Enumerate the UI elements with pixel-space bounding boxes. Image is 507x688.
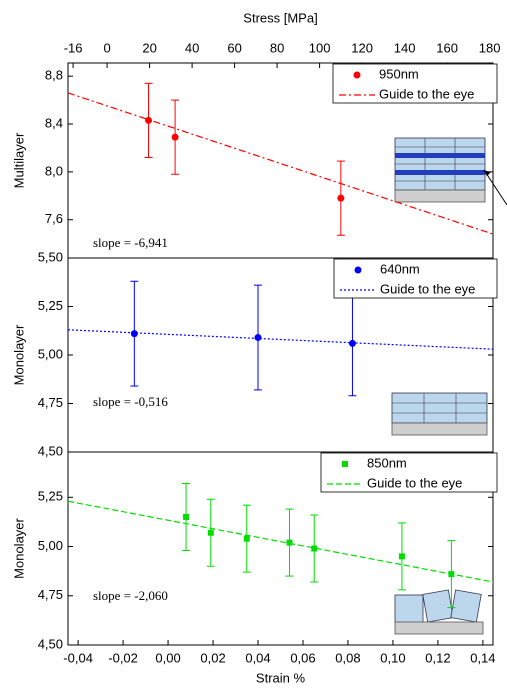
x-tick-label: 0,08 bbox=[335, 650, 360, 665]
guide-line bbox=[67, 329, 494, 350]
x-tick-label: -16 bbox=[64, 40, 83, 55]
x-tick-label: 0,06 bbox=[290, 650, 315, 665]
point bbox=[130, 330, 138, 338]
x-tick-label: 120 bbox=[351, 40, 373, 55]
x-axis-label: Stress [MPa] bbox=[243, 10, 317, 25]
y-axis-label: Monolayer bbox=[11, 324, 26, 385]
legend-label: 850nm bbox=[367, 455, 407, 470]
x-tick-label: 60 bbox=[227, 40, 241, 55]
y-tick-label: 8,0 bbox=[45, 163, 63, 178]
legend-box bbox=[320, 452, 498, 493]
y-tick-label: 5,25 bbox=[38, 298, 63, 313]
y-tick-label: 8,8 bbox=[45, 68, 63, 83]
x-tick-label: 0,02 bbox=[200, 650, 225, 665]
point bbox=[398, 553, 405, 560]
point bbox=[243, 535, 250, 542]
y-axis-label: Multilayer bbox=[11, 132, 26, 188]
x-tick-label: 20 bbox=[142, 40, 156, 55]
x-tick-label: 0 bbox=[103, 40, 110, 55]
annotation: slope = -0,516 bbox=[93, 394, 168, 409]
x-tick-label: 140 bbox=[394, 40, 416, 55]
point bbox=[311, 545, 318, 552]
x-tick-label: 0,04 bbox=[245, 650, 270, 665]
y-tick-label: 4,50 bbox=[38, 443, 63, 458]
x-tick-label: 0,10 bbox=[380, 650, 405, 665]
x-axis-label: Strain % bbox=[256, 670, 306, 685]
point bbox=[254, 334, 262, 342]
legend-label: Guide to the eye bbox=[380, 281, 475, 296]
y-tick-label: 5,00 bbox=[38, 538, 63, 553]
y-tick-label: 8,4 bbox=[45, 115, 63, 130]
annotation: slope = -2,060 bbox=[93, 588, 168, 603]
legend-label: Guide to the eye bbox=[367, 475, 462, 490]
x-tick-label: 160 bbox=[436, 40, 458, 55]
legend-label: 950nm bbox=[379, 66, 419, 81]
legend-swatch bbox=[342, 461, 348, 467]
legend-box bbox=[333, 258, 498, 299]
inset-tilted bbox=[394, 589, 484, 635]
guide-line bbox=[67, 500, 494, 583]
legend-label: Guide to the eye bbox=[379, 86, 474, 101]
legend-swatch bbox=[354, 266, 362, 274]
point bbox=[286, 539, 293, 546]
y-tick-label: 5,25 bbox=[38, 489, 63, 504]
point bbox=[337, 194, 345, 202]
plot-frame bbox=[67, 451, 494, 646]
x-tick-label: -0,02 bbox=[108, 650, 138, 665]
inset-multilayer bbox=[394, 137, 507, 206]
y-tick-label: 5,00 bbox=[38, 346, 63, 361]
x-tick-label: 40 bbox=[185, 40, 199, 55]
point bbox=[171, 133, 179, 141]
x-tick-label: 100 bbox=[309, 40, 331, 55]
y-tick-label: 4,75 bbox=[38, 395, 63, 410]
legend-box bbox=[332, 63, 498, 104]
y-tick-label: 5,50 bbox=[38, 249, 63, 264]
legend-label: 640nm bbox=[380, 261, 420, 276]
y-axis-label: Monolayer bbox=[11, 517, 26, 578]
x-tick-label: 80 bbox=[270, 40, 284, 55]
x-tick-label: 0,00 bbox=[155, 650, 180, 665]
y-tick-label: 7,6 bbox=[45, 211, 63, 226]
point bbox=[145, 116, 153, 124]
point bbox=[183, 513, 190, 520]
y-tick-label: 4,50 bbox=[38, 636, 63, 651]
x-tick-label: 0,12 bbox=[425, 650, 450, 665]
inset-monolayer bbox=[391, 392, 488, 436]
legend-swatch bbox=[353, 71, 361, 79]
y-tick-label: 4,75 bbox=[38, 587, 63, 602]
x-tick-label: 0,14 bbox=[470, 650, 495, 665]
point bbox=[207, 529, 214, 536]
x-tick-label: -0,04 bbox=[63, 650, 93, 665]
x-tick-label: 180 bbox=[479, 40, 501, 55]
annotation: slope = -6,941 bbox=[93, 235, 168, 250]
